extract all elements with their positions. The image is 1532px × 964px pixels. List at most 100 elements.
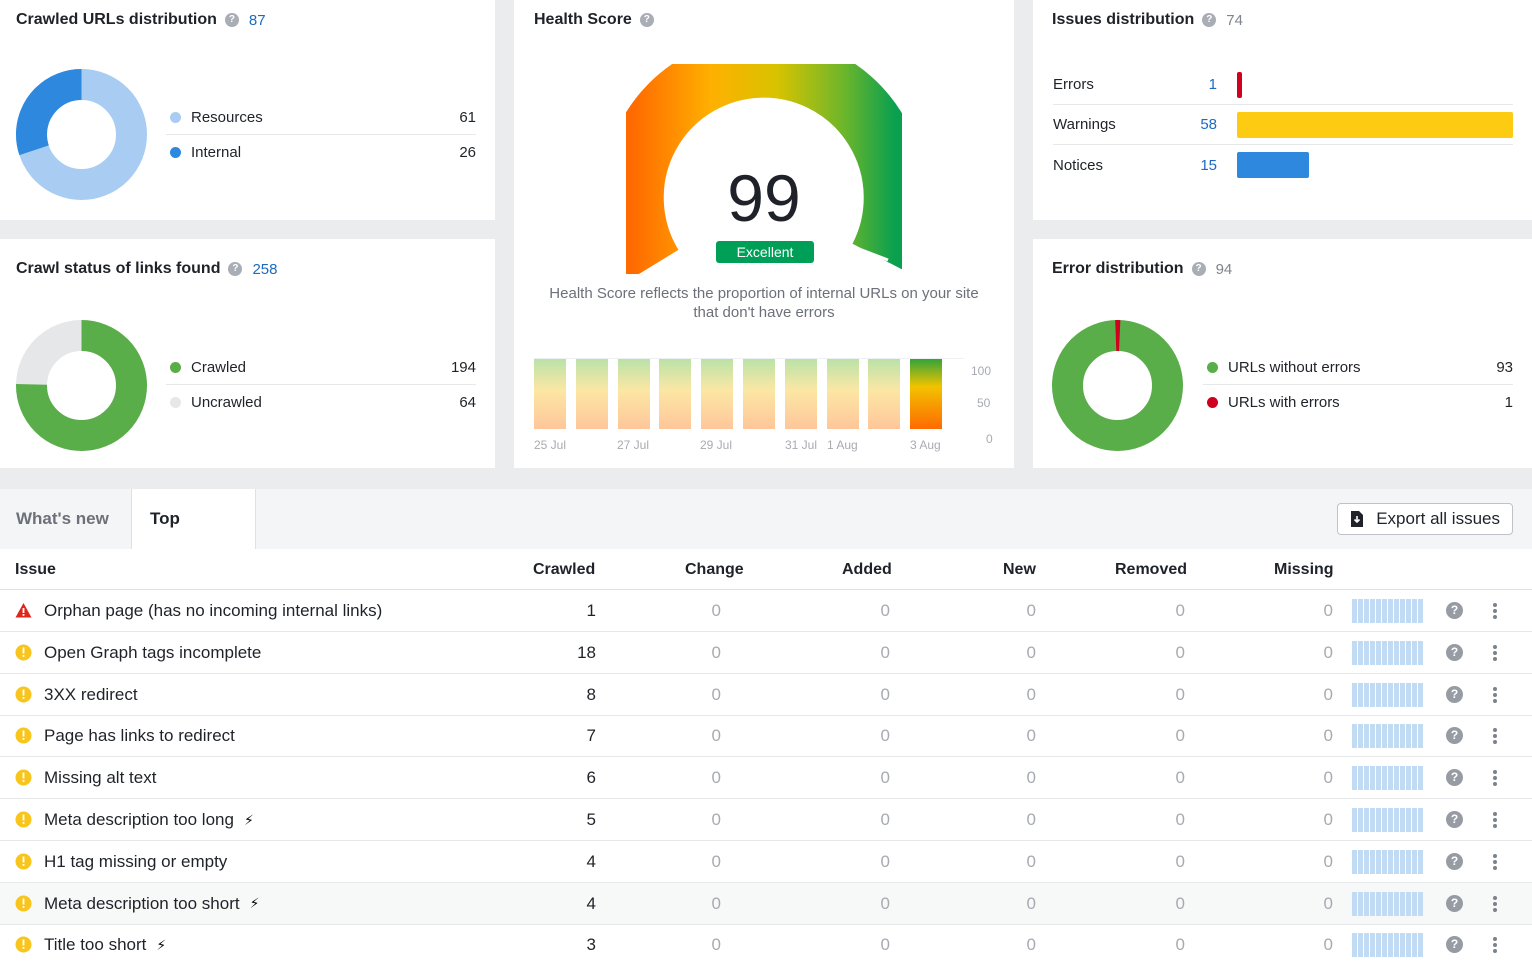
- column-header-crawled[interactable]: Crawled: [533, 561, 596, 578]
- more-options-icon[interactable]: [1489, 768, 1501, 788]
- column-header-missing[interactable]: Missing: [1274, 561, 1334, 578]
- crawled-urls-total[interactable]: 87: [248, 11, 266, 29]
- history-bar[interactable]: [534, 358, 566, 429]
- more-options-icon[interactable]: [1489, 894, 1501, 914]
- help-icon[interactable]: ?: [1446, 811, 1463, 828]
- issue-name[interactable]: Title too short ⚡: [44, 935, 166, 955]
- cell-crawled[interactable]: 18: [577, 642, 596, 662]
- history-bar[interactable]: [701, 358, 734, 429]
- column-header-new[interactable]: New: [1003, 561, 1036, 578]
- legend-item-crawled[interactable]: Crawled 194: [166, 350, 476, 385]
- column-header-issue[interactable]: Issue: [15, 561, 56, 578]
- help-icon[interactable]: ?: [1446, 643, 1463, 661]
- legend-item-resources[interactable]: Resources 61: [166, 100, 476, 135]
- column-header-change[interactable]: Change: [685, 561, 744, 578]
- table-row[interactable]: 3XX redirect 8 0 0 0 0 0?: [0, 674, 1532, 716]
- more-options-icon[interactable]: [1489, 935, 1501, 955]
- table-row[interactable]: Missing alt text 6 0 0 0 0 0?: [0, 757, 1532, 800]
- help-icon[interactable]: ?: [1202, 13, 1217, 27]
- history-bar[interactable]: [617, 358, 650, 429]
- cell-crawled[interactable]: 7: [586, 726, 596, 746]
- cell-crawled[interactable]: 4: [586, 851, 596, 871]
- trend-sparkline[interactable]: [1352, 891, 1423, 916]
- issue-name[interactable]: 3XX redirect: [44, 685, 138, 705]
- table-row[interactable]: Title too short ⚡ 3 0 0 0 0 0?: [0, 924, 1532, 964]
- issue-name[interactable]: H1 tag missing or empty: [44, 852, 227, 872]
- trend-sparkline[interactable]: [1352, 682, 1423, 707]
- trend-sparkline[interactable]: [1352, 933, 1423, 958]
- history-bar[interactable]: [659, 358, 692, 429]
- help-icon[interactable]: ?: [1446, 852, 1463, 870]
- history-bar[interactable]: [910, 358, 943, 429]
- cell-crawled[interactable]: 1: [586, 601, 596, 620]
- trend-sparkline[interactable]: [1352, 599, 1423, 623]
- cell-crawled[interactable]: 3: [586, 935, 596, 955]
- cell-crawled[interactable]: 8: [586, 684, 596, 704]
- table-row[interactable]: Meta description too short ⚡ 4 0 0 0 0 0?: [0, 882, 1532, 925]
- history-bar[interactable]: [743, 358, 775, 429]
- issue-name[interactable]: Open Graph tags incomplete: [44, 643, 261, 663]
- sparkline-bar: [1406, 682, 1411, 707]
- help-icon[interactable]: ?: [639, 13, 654, 27]
- dist-value[interactable]: 1: [1208, 76, 1217, 93]
- trend-sparkline[interactable]: [1352, 766, 1423, 791]
- help-icon[interactable]: ?: [1191, 262, 1206, 276]
- help-icon[interactable]: ?: [1446, 936, 1463, 954]
- table-row[interactable]: Page has links to redirect 7 0 0 0 0 0?: [0, 715, 1532, 758]
- issue-name[interactable]: Meta description too short ⚡: [44, 894, 259, 914]
- history-bar[interactable]: [575, 358, 608, 429]
- trend-sparkline[interactable]: [1352, 808, 1423, 832]
- more-options-icon[interactable]: [1489, 643, 1501, 663]
- legend-label: Internal: [191, 144, 242, 161]
- more-options-icon[interactable]: [1489, 852, 1501, 872]
- more-options-icon[interactable]: [1489, 685, 1501, 705]
- table-row[interactable]: Open Graph tags incomplete 18 0 0 0 0 0?: [0, 632, 1532, 674]
- more-options-icon[interactable]: [1489, 726, 1501, 746]
- tab-whats-new[interactable]: What's new: [16, 509, 109, 528]
- help-icon[interactable]: ?: [1446, 769, 1463, 787]
- table-row[interactable]: H1 tag missing or empty 4 0 0 0 0 0?: [0, 841, 1532, 883]
- export-all-issues-button[interactable]: Export all issues: [1337, 503, 1513, 535]
- trend-sparkline[interactable]: [1352, 640, 1423, 665]
- more-options-icon[interactable]: [1489, 810, 1501, 830]
- legend-item-without-errors[interactable]: URLs without errors 93: [1203, 350, 1513, 385]
- more-options-icon[interactable]: [1489, 601, 1501, 621]
- donut-segment-internal[interactable]: [16, 69, 147, 200]
- issue-name[interactable]: Orphan page (has no incoming internal li…: [44, 601, 382, 621]
- help-icon[interactable]: ?: [1446, 602, 1463, 619]
- dist-value[interactable]: 15: [1200, 156, 1217, 174]
- issue-name[interactable]: Missing alt text: [44, 768, 156, 788]
- table-row[interactable]: Orphan page (has no incoming internal li…: [0, 590, 1532, 632]
- trend-sparkline[interactable]: [1352, 724, 1423, 749]
- lightning-icon[interactable]: ⚡: [249, 895, 260, 912]
- dist-row-errors[interactable]: Errors 1: [1053, 65, 1513, 105]
- crawl-status-total[interactable]: 258: [252, 260, 278, 278]
- legend-item-internal[interactable]: Internal 26: [166, 135, 476, 170]
- help-icon[interactable]: ?: [224, 13, 239, 27]
- dist-row-notices[interactable]: Notices 15: [1053, 145, 1513, 185]
- table-row[interactable]: Meta description too long ⚡ 5 0 0 0 0 0?: [0, 799, 1532, 841]
- dist-row-warnings[interactable]: Warnings 58: [1053, 105, 1513, 145]
- help-icon[interactable]: ?: [1446, 727, 1463, 745]
- issue-name[interactable]: Meta description too long ⚡: [44, 810, 254, 830]
- cell-crawled[interactable]: 5: [586, 810, 596, 829]
- dist-value[interactable]: 58: [1200, 116, 1217, 133]
- help-icon[interactable]: ?: [1446, 894, 1463, 912]
- donut-segment-crawled[interactable]: [16, 320, 147, 451]
- column-header-added[interactable]: Added: [842, 561, 892, 578]
- history-bar[interactable]: [868, 358, 901, 429]
- help-icon[interactable]: ?: [1446, 685, 1463, 703]
- lightning-icon[interactable]: ⚡: [156, 936, 167, 953]
- help-icon[interactable]: ?: [228, 262, 243, 276]
- legend-item-uncrawled[interactable]: Uncrawled 64: [166, 385, 476, 420]
- lightning-icon[interactable]: ⚡: [243, 811, 254, 828]
- legend-item-with-errors[interactable]: URLs with errors 1: [1203, 385, 1513, 420]
- tab-top-issues[interactable]: Top issues: [131, 489, 256, 588]
- issue-name[interactable]: Page has links to redirect: [44, 726, 235, 746]
- column-header-removed[interactable]: Removed: [1115, 561, 1188, 578]
- history-bar[interactable]: [784, 358, 817, 429]
- history-bar[interactable]: [826, 358, 859, 429]
- cell-crawled[interactable]: 4: [586, 893, 596, 913]
- cell-crawled[interactable]: 6: [586, 768, 596, 788]
- trend-sparkline[interactable]: [1352, 849, 1423, 874]
